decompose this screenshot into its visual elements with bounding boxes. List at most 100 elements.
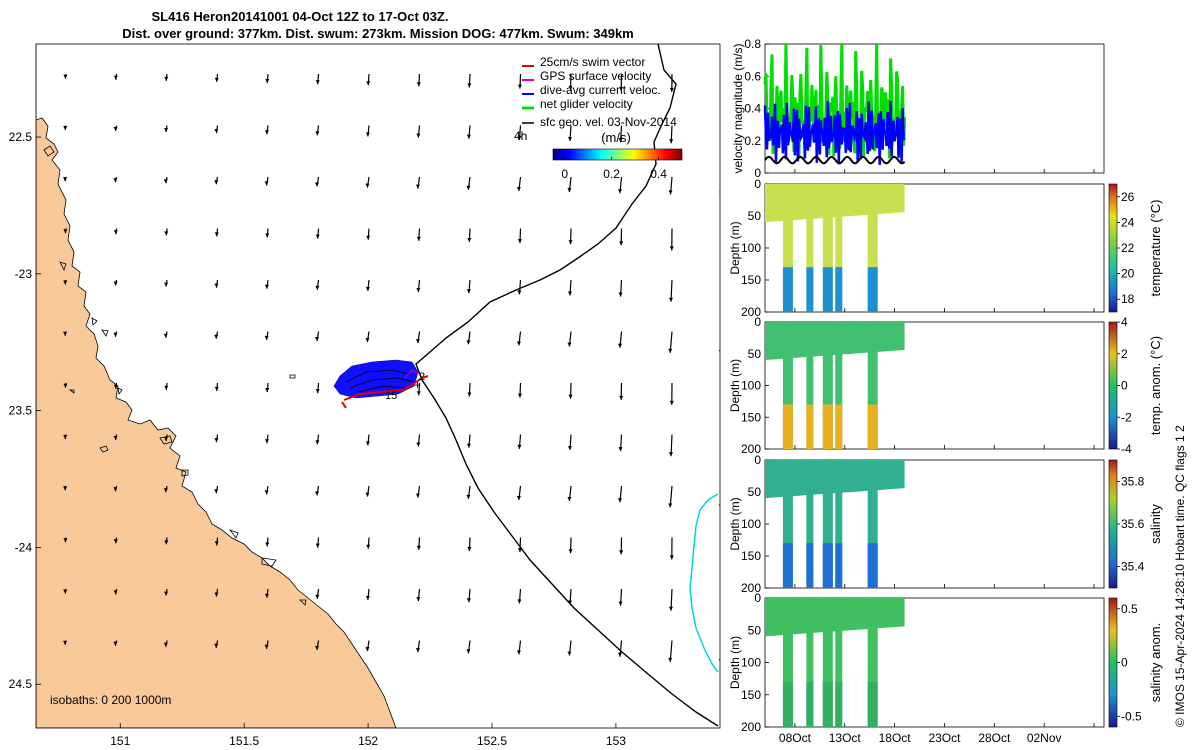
dive-column bbox=[835, 345, 843, 449]
cbar-tick-label: -2 bbox=[1121, 410, 1132, 424]
dive-column bbox=[835, 622, 843, 727]
dive-column-deep bbox=[782, 404, 793, 449]
track-label-2: 2 bbox=[419, 371, 425, 383]
map-ytick-label: 22.5 bbox=[9, 130, 33, 144]
panel-ytick-label: 200 bbox=[741, 581, 761, 595]
panel-ytick-label: 200 bbox=[741, 720, 761, 734]
dive-column bbox=[867, 484, 878, 588]
panel-salinity: 0 50 100 150 200 Depth (m) 35.4 35.6 35.8 salinit… bbox=[728, 453, 1163, 595]
cbar-tick-label: 22 bbox=[1121, 241, 1135, 255]
colorbar-tick-label: 0.2 bbox=[603, 167, 620, 181]
dive-column bbox=[822, 622, 833, 727]
panel-ytick-label: 100 bbox=[741, 656, 761, 670]
cbar-tick-label: 4 bbox=[1121, 315, 1128, 329]
dive-column-deep bbox=[806, 681, 814, 727]
panel-ylabel: Depth (m) bbox=[728, 221, 742, 274]
cbar-label: temperature (°C) bbox=[1148, 200, 1163, 297]
series-sfc-geo bbox=[764, 155, 906, 165]
panel-ytick-label: 50 bbox=[748, 623, 762, 637]
panel-ytick-label: 0.2 bbox=[744, 134, 761, 148]
panel-ytick-label: 0.6 bbox=[744, 69, 761, 83]
legend-gps-velocity: GPS surface velocity bbox=[540, 69, 651, 83]
dive-column-deep bbox=[806, 267, 814, 312]
cbar-tick-label: 2 bbox=[1121, 347, 1128, 361]
cbar-label: salinity anom. bbox=[1148, 623, 1163, 702]
map-ytick-label: 23.5 bbox=[9, 404, 33, 418]
map-legend: 25cm/s swim vector GPS surface velocity … bbox=[514, 55, 683, 181]
sfc-geo-velocity-arrows bbox=[63, 73, 720, 662]
panel-colorbar bbox=[1108, 597, 1118, 728]
panel-ytick-label: 150 bbox=[741, 549, 761, 563]
panel-ytick-label: 150 bbox=[741, 410, 761, 424]
panel-ylabel: Depth (m) bbox=[728, 359, 742, 412]
panel-colorbar bbox=[1108, 321, 1118, 450]
map-ytick-label: 24.5 bbox=[9, 677, 33, 691]
dive-column-deep bbox=[782, 681, 793, 727]
cbar-tick-label: 20 bbox=[1121, 267, 1135, 281]
dive-column bbox=[806, 484, 814, 588]
cbar-tick-label: 24 bbox=[1121, 215, 1135, 229]
dive-column-deep bbox=[835, 404, 843, 449]
track-marker: + bbox=[414, 378, 421, 392]
panel-ytick-label: 150 bbox=[741, 688, 761, 702]
panel-ytick-label: 150 bbox=[741, 273, 761, 287]
panel-ylabel: Depth (m) bbox=[728, 497, 742, 550]
panel-ylabel: Depth (m) bbox=[728, 636, 742, 689]
panel-ytick-label: 100 bbox=[741, 241, 761, 255]
dive-column-deep bbox=[822, 543, 833, 588]
date-tick-label: 18Oct bbox=[879, 731, 912, 745]
map-frame bbox=[35, 43, 721, 729]
date-tick-label: 02Nov bbox=[1027, 731, 1062, 745]
colorbar-tick-label: 0 bbox=[561, 167, 568, 181]
colorbar-tick-label: 0.4 bbox=[650, 167, 667, 181]
series-dive-avg bbox=[763, 100, 906, 165]
map-xtick-label: 151 bbox=[110, 734, 130, 748]
glider-track: 2 15 + bbox=[333, 359, 429, 409]
dive-column-deep bbox=[867, 404, 878, 449]
dive-column-deep bbox=[867, 267, 878, 312]
dive-column-deep bbox=[822, 267, 833, 312]
dive-column-deep bbox=[806, 543, 814, 588]
legend-4h: 4h bbox=[514, 129, 527, 143]
legend-dive-avg: dive-avg current veloc. bbox=[540, 83, 661, 97]
map-panel: 2 15 + 25cm/s swim vector GPS surface ve… bbox=[9, 43, 721, 748]
dive-column bbox=[822, 208, 833, 312]
dive-column-deep bbox=[867, 543, 878, 588]
islands bbox=[43, 145, 307, 606]
date-tick-label: 08Oct bbox=[779, 731, 812, 745]
dive-column bbox=[835, 484, 843, 588]
panel-ytick-label: 0 bbox=[754, 315, 761, 329]
cbar-tick-label: 18 bbox=[1121, 292, 1135, 306]
dive-column-deep bbox=[867, 681, 878, 727]
dive-column bbox=[867, 208, 878, 312]
panel-ylabel: velocity magnitude (m/s) bbox=[731, 43, 745, 173]
cbar-tick-label: 35.8 bbox=[1121, 474, 1145, 488]
legend-swim-vector: 25cm/s swim vector bbox=[540, 55, 645, 69]
cbar-tick-label: -0.5 bbox=[1121, 709, 1142, 723]
colorbar-unit: (m/s) bbox=[601, 130, 631, 145]
copyright-caption: © IMOS 15-Apr-2024 14:28:10 Hobart time.… bbox=[1173, 425, 1187, 727]
cbar-tick-label: 0 bbox=[1121, 379, 1128, 393]
panel-ytick-label: 100 bbox=[741, 517, 761, 531]
dive-column bbox=[822, 345, 833, 449]
track-label-15: 15 bbox=[385, 390, 397, 402]
panel-colorbar bbox=[1108, 459, 1118, 589]
dive-column-deep bbox=[835, 543, 843, 588]
panel-ytick-label: 0.8 bbox=[744, 37, 761, 51]
date-tick-label: 13Oct bbox=[829, 731, 862, 745]
panel-ytick-label: 0.4 bbox=[744, 102, 761, 116]
panel-temperature: 0 50 100 150 200 Depth (m) 18 20 22 24 26 temperatu… bbox=[728, 177, 1163, 319]
dive-column-deep bbox=[835, 681, 843, 727]
dive-column-deep bbox=[782, 543, 793, 588]
dive-column bbox=[806, 345, 814, 449]
panel-ytick-label: 0 bbox=[754, 166, 761, 180]
cbar-label: salinity bbox=[1148, 504, 1163, 544]
dive-column bbox=[806, 208, 814, 312]
map-xtick-label: 153 bbox=[606, 734, 626, 748]
panel-ytick-label: 0 bbox=[754, 591, 761, 605]
land-mass bbox=[36, 44, 397, 728]
cbar-label: temp. anom. (°C) bbox=[1148, 336, 1163, 435]
panel-colorbar bbox=[1108, 183, 1118, 313]
